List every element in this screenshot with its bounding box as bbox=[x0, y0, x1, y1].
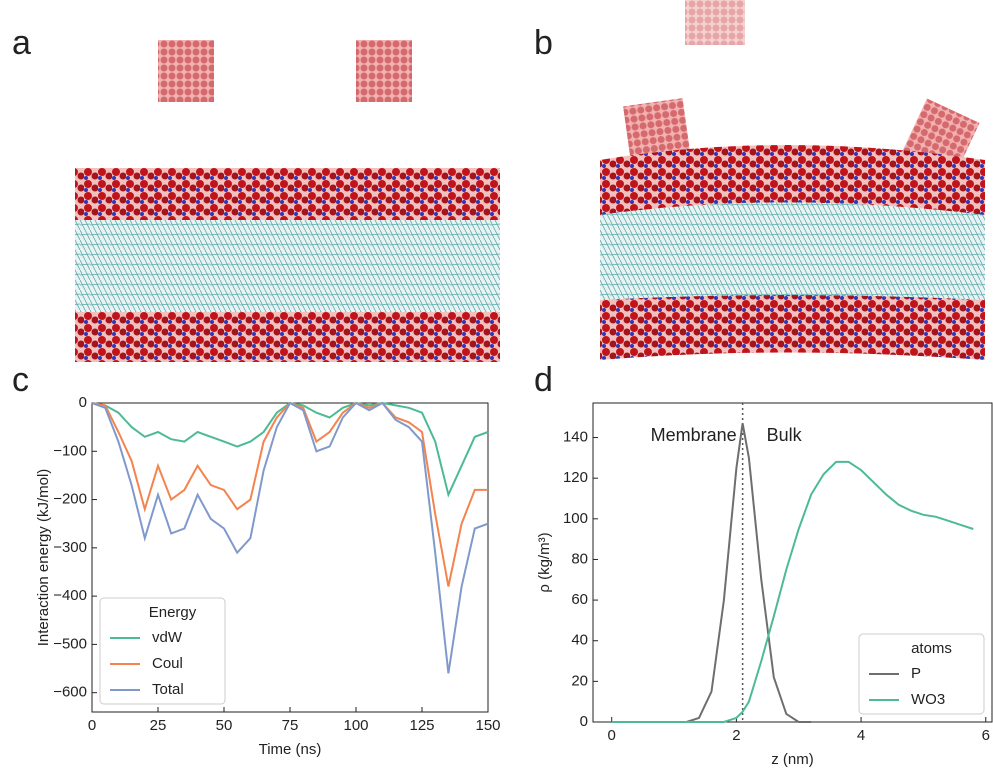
annotation: Membrane bbox=[651, 425, 737, 445]
x-axis-label: Time (ns) bbox=[259, 741, 322, 758]
legend-label: WO3 bbox=[911, 691, 945, 708]
y-tick-label: 100 bbox=[563, 510, 588, 527]
y-axis-label: Interaction energy (kJ/mol) bbox=[35, 469, 52, 647]
y-tick-label: −100 bbox=[53, 442, 87, 459]
y-tick-label: 140 bbox=[563, 429, 588, 446]
series-line bbox=[91, 401, 489, 498]
y-tick-label: −200 bbox=[53, 491, 87, 508]
y-tick-label: −600 bbox=[53, 684, 87, 701]
legend-label: Total bbox=[152, 681, 184, 698]
lipid-head bbox=[75, 312, 500, 362]
panel-label: d bbox=[534, 361, 553, 399]
y-tick-label: −300 bbox=[53, 539, 87, 556]
annotation: Bulk bbox=[767, 425, 803, 445]
y-axis-label: ρ (kg/m³) bbox=[536, 532, 553, 592]
y-tick-label: 0 bbox=[580, 713, 588, 730]
membrane-image-b bbox=[600, 0, 985, 360]
series-line bbox=[611, 423, 812, 723]
x-tick-label: 100 bbox=[343, 717, 368, 734]
y-tick-label: 0 bbox=[79, 394, 87, 411]
y-tick-label: 120 bbox=[563, 469, 588, 486]
plot-frame bbox=[592, 402, 993, 723]
x-tick-label: 125 bbox=[409, 717, 434, 734]
legend-title: Energy bbox=[149, 604, 197, 621]
legend-label: vdW bbox=[152, 629, 183, 646]
membrane-image-a bbox=[75, 40, 500, 362]
legend-title: atoms bbox=[911, 640, 952, 657]
x-tick-label: 50 bbox=[216, 717, 233, 734]
x-tick-label: 4 bbox=[857, 727, 865, 744]
lipid-tail bbox=[75, 220, 500, 312]
nanoparticle bbox=[623, 98, 691, 166]
x-tick-label: 150 bbox=[475, 717, 500, 734]
legend-label: Coul bbox=[152, 655, 183, 672]
lipid-head bbox=[75, 168, 500, 220]
y-tick-label: 60 bbox=[571, 591, 588, 608]
nanoparticle bbox=[685, 0, 745, 45]
y-tick-label: −500 bbox=[53, 635, 87, 652]
x-tick-label: 75 bbox=[282, 717, 299, 734]
x-tick-label: 6 bbox=[982, 727, 990, 744]
nanoparticle bbox=[356, 40, 412, 102]
legend-box bbox=[99, 597, 226, 705]
panel-label: c bbox=[12, 361, 29, 399]
x-axis-label: z (nm) bbox=[771, 751, 814, 768]
legend-label: P bbox=[911, 665, 921, 682]
y-tick-label: 80 bbox=[571, 550, 588, 567]
y-tick-label: −400 bbox=[53, 587, 87, 604]
series-line bbox=[91, 401, 489, 674]
nanoparticle bbox=[158, 40, 214, 102]
panel-label: a bbox=[12, 24, 31, 62]
lipid-head bbox=[600, 295, 985, 360]
x-tick-label: 0 bbox=[608, 727, 616, 744]
x-tick-label: 2 bbox=[732, 727, 740, 744]
legend-box bbox=[858, 633, 985, 715]
x-tick-label: 0 bbox=[88, 717, 96, 734]
series-line bbox=[611, 460, 974, 723]
y-tick-label: 40 bbox=[571, 632, 588, 649]
panel-label: b bbox=[534, 24, 553, 62]
lipid-head bbox=[600, 145, 985, 215]
x-tick-label: 25 bbox=[150, 717, 167, 734]
y-tick-label: 20 bbox=[571, 672, 588, 689]
lipid-tail bbox=[600, 202, 985, 300]
